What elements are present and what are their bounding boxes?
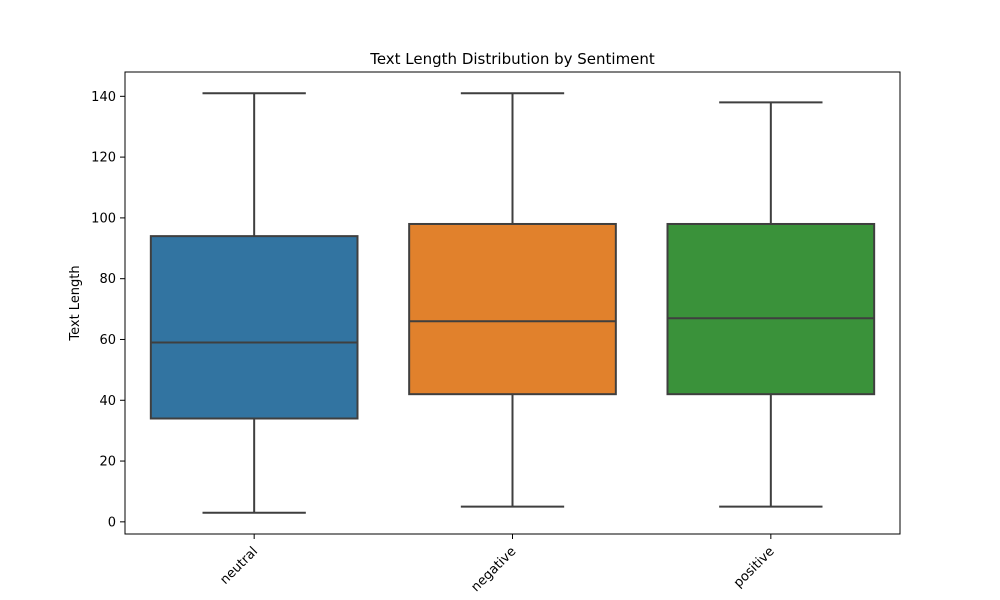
- y-tick-label-140: 140: [91, 90, 116, 105]
- y-tick-label-60: 60: [99, 333, 116, 348]
- chart-title: Text Length Distribution by Sentiment: [369, 50, 655, 68]
- y-tick-label-0: 0: [108, 515, 116, 530]
- box-neutral: [149, 235, 359, 420]
- y-axis-label: Text Length: [68, 265, 83, 341]
- y-tick-label-100: 100: [91, 211, 116, 226]
- axes-frame: [124, 71, 901, 535]
- box-positive: [666, 222, 876, 396]
- y-tick-label-80: 80: [99, 272, 116, 287]
- y-tick-label-120: 120: [91, 151, 116, 166]
- box-negative: [408, 222, 617, 396]
- y-tick-label-20: 20: [99, 455, 116, 470]
- y-tick-label-40: 40: [99, 394, 116, 409]
- plot-area: neutral negative positive02040608010012014…: [91, 71, 901, 595]
